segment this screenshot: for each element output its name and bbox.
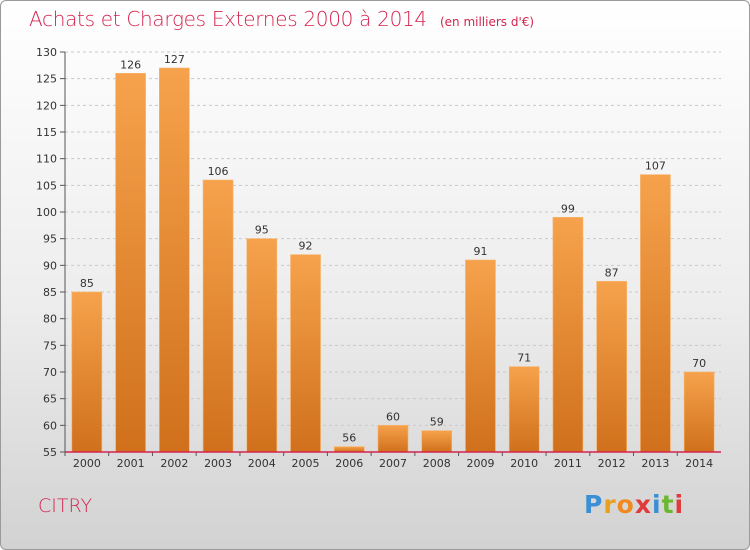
chart-title: Achats et Charges Externes 2000 à 2014 xyxy=(29,7,427,31)
x-tick-label: 2000 xyxy=(73,457,101,470)
bar xyxy=(377,425,409,453)
bar xyxy=(465,259,496,453)
y-tick-label: 85 xyxy=(43,286,57,299)
bar xyxy=(71,291,103,453)
brand-letter: o xyxy=(616,490,635,519)
brand-letter: P xyxy=(584,490,604,519)
y-tick-label: 65 xyxy=(43,393,57,406)
bar xyxy=(333,446,365,453)
brand-letter: t xyxy=(661,490,675,519)
bar xyxy=(596,281,627,453)
data-label: 99 xyxy=(561,202,575,215)
data-label: 87 xyxy=(605,266,619,279)
x-tick-label: 2012 xyxy=(598,457,626,470)
y-tick-label: 60 xyxy=(43,419,57,432)
bar xyxy=(115,73,146,453)
x-tick-label: 2013 xyxy=(641,457,669,470)
data-label: 85 xyxy=(80,277,94,290)
y-tick-label: 105 xyxy=(36,179,57,192)
bar xyxy=(683,371,715,453)
bar xyxy=(246,238,278,453)
x-tick-label: 2004 xyxy=(248,457,276,470)
y-tick-label: 70 xyxy=(43,366,57,379)
x-tick-label: 2003 xyxy=(204,457,232,470)
data-label: 60 xyxy=(386,410,400,423)
bar xyxy=(421,430,453,453)
x-tick-label: 2006 xyxy=(335,457,363,470)
x-tick-label: 2014 xyxy=(685,457,713,470)
data-label: 107 xyxy=(645,160,666,173)
bar xyxy=(159,67,190,453)
bar xyxy=(202,179,234,453)
data-label: 71 xyxy=(517,352,531,365)
data-label: 56 xyxy=(342,432,356,445)
brand-logo: Proxiti xyxy=(584,490,684,519)
data-label: 127 xyxy=(164,53,185,66)
x-tick-label: 2011 xyxy=(554,457,582,470)
brand-letter: i xyxy=(652,490,662,519)
y-tick-label: 75 xyxy=(43,339,57,352)
bar xyxy=(508,366,540,453)
bar xyxy=(640,174,671,453)
data-label: 92 xyxy=(299,240,313,253)
y-tick-label: 100 xyxy=(36,206,57,219)
x-tick-label: 2002 xyxy=(160,457,188,470)
data-label: 106 xyxy=(208,165,229,178)
data-label: 70 xyxy=(692,357,706,370)
brand-letter: x xyxy=(634,490,652,519)
y-tick-label: 90 xyxy=(43,259,57,272)
y-tick-label: 125 xyxy=(36,73,57,86)
x-tick-label: 2005 xyxy=(292,457,320,470)
x-tick-label: 2001 xyxy=(117,457,145,470)
y-tick-label: 55 xyxy=(43,446,57,459)
data-label: 59 xyxy=(430,416,444,429)
data-label: 95 xyxy=(255,224,269,237)
bar xyxy=(290,254,321,453)
brand-letter: r xyxy=(603,490,617,519)
x-tick-label: 2010 xyxy=(510,457,538,470)
y-tick-label: 80 xyxy=(43,313,57,326)
brand-letter: i xyxy=(674,490,685,519)
x-tick-label: 2009 xyxy=(466,457,494,470)
x-tick-label: 2007 xyxy=(379,457,407,470)
data-label: 91 xyxy=(473,245,487,258)
y-tick-label: 110 xyxy=(36,153,57,166)
commune-name: CITRY xyxy=(38,495,93,517)
chart-subtitle: (en milliers d'€) xyxy=(439,15,535,29)
y-tick-label: 95 xyxy=(43,233,57,246)
x-tick-label: 2008 xyxy=(423,457,451,470)
bar xyxy=(552,217,584,453)
data-label: 126 xyxy=(120,58,141,71)
title-row: Achats et Charges Externes 2000 à 2014 (… xyxy=(29,7,534,31)
y-tick-label: 120 xyxy=(36,99,57,112)
y-tick-label: 115 xyxy=(36,126,57,139)
y-tick-label: 130 xyxy=(36,46,57,59)
